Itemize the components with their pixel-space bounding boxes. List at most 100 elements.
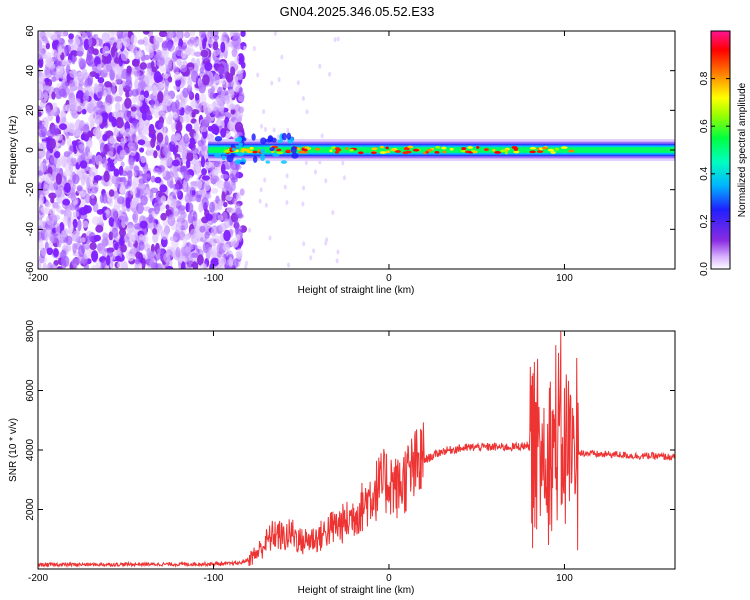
spectrogram-band-peak <box>291 152 299 159</box>
spectrogram-band-peak <box>280 160 287 164</box>
spectrogram-noise-cell <box>75 102 84 112</box>
spectrogram-noise-cell <box>38 111 42 117</box>
spectrogram-noise-cell <box>335 258 339 264</box>
spectrogram-noise-cell <box>78 245 85 258</box>
spectrogram-noise-cell <box>238 87 243 93</box>
spectrogram-noise-cell <box>336 249 340 255</box>
spectrogram-noise-cell <box>198 104 203 113</box>
spectrogram-noise-cell <box>102 156 107 168</box>
spectrogram-noise-cell <box>137 139 146 146</box>
spectrogram-noise-cell <box>243 45 247 51</box>
spectrogram-band-peak <box>231 147 237 152</box>
spectrogram-noise-cell <box>145 256 154 267</box>
spectrogram-noise-cell <box>87 74 94 87</box>
spectrogram-noise-cell <box>205 213 213 221</box>
spectrogram-band-peak <box>555 147 560 151</box>
spectrogram-noise-cell <box>83 38 90 51</box>
spectrogram-noise-cell <box>44 77 50 83</box>
spectrogram-noise-cell <box>230 66 236 77</box>
spectrogram-noise-cell <box>50 197 55 204</box>
spectrogram-noise-cell <box>185 263 192 269</box>
spectrogram-noise-cell <box>72 174 80 185</box>
spectrogram-noise-cell <box>86 48 93 60</box>
spectrogram-noise-cell <box>225 73 234 83</box>
spectrogram-noise-cell <box>220 77 226 85</box>
spectrogram-noise-cell <box>213 125 220 136</box>
spectrogram-band-peak <box>513 148 518 151</box>
spectrogram-noise-cell <box>94 114 103 126</box>
spectrogram-noise-cell <box>280 54 284 60</box>
spectrogram-noise-cell <box>312 248 316 254</box>
spectrogram-noise-cell <box>331 210 335 216</box>
spectrogram-noise-cell <box>201 197 209 210</box>
spectrogram-noise-cell <box>183 133 189 144</box>
spectrogram-noise-cell <box>181 149 187 160</box>
spectrogram-noise-cell <box>148 213 153 224</box>
spectrogram-noise-cell <box>202 38 207 50</box>
spectrogram-noise-cell <box>78 57 85 68</box>
spectrogram-noise-cell <box>49 138 57 150</box>
spectrogram-noise-cell <box>188 184 197 191</box>
spectrogram-noise-cell <box>130 34 138 45</box>
colorbar-label: Normalized spectral amplitude <box>737 82 748 217</box>
spectrogram-noise-cell <box>124 128 132 137</box>
spectrogram-noise-cell <box>43 85 52 91</box>
spectrogram-noise-cell <box>102 45 110 57</box>
spectrogram-band-peak <box>252 150 258 154</box>
spectrogram-noise-cell <box>55 133 63 141</box>
spectrogram-noise-cell <box>171 111 178 119</box>
spectrogram-band-peak <box>306 147 311 150</box>
spectrogram-noise-cell <box>158 110 167 117</box>
spectrogram-noise-cell <box>205 31 211 40</box>
spectrogram-noise-cell <box>197 188 207 195</box>
spectrogram-noise-cell <box>200 155 206 168</box>
spectrogram-band-peak <box>285 149 291 153</box>
spectrogram-noise-cell <box>92 182 99 194</box>
spectrogram-band-peak <box>226 154 234 163</box>
spectrogram-y-tick-label: 60 <box>25 25 36 37</box>
spectrogram-noise-cell <box>209 263 214 269</box>
spectrogram-noise-cell <box>90 199 97 206</box>
spectrogram-noise-cell <box>157 90 164 103</box>
spectrogram-noise-cell <box>38 53 41 59</box>
spectrogram-noise-cell <box>40 206 48 214</box>
spectrogram-noise-cell <box>160 195 167 204</box>
spectrogram-noise-cell <box>175 78 181 87</box>
spectrogram-noise-cell <box>220 173 229 180</box>
spectrogram-noise-cell <box>189 31 196 37</box>
spectrogram-noise-cell <box>154 203 160 215</box>
spectrogram-noise-cell <box>124 97 132 109</box>
spectrogram-noise-cell <box>120 137 128 144</box>
spectrogram-noise-cell <box>172 66 180 74</box>
spectrogram-noise-cell <box>209 92 216 100</box>
spectrogram-noise-cell <box>44 66 50 76</box>
spectrogram-noise-cell <box>116 66 123 77</box>
spectrogram-noise-cell <box>40 146 46 158</box>
spectrogram-band-peak <box>345 147 349 150</box>
spectrogram-noise-cell <box>201 56 209 62</box>
spectrogram-noise-cell <box>77 254 85 264</box>
spectrogram-noise-cell <box>81 68 88 78</box>
spectrogram-noise-cell <box>201 143 207 152</box>
spectrogram-noise-cell <box>123 110 132 122</box>
spectrogram-noise-cell <box>101 112 109 118</box>
spectrogram-band-peak <box>223 150 231 153</box>
spectrogram-noise-cell <box>215 94 224 104</box>
spectrogram-noise-cell <box>163 142 171 154</box>
spectrogram-noise-cell <box>232 198 237 205</box>
spectrogram-noise-cell <box>167 60 173 73</box>
spectrogram-noise-cell <box>210 85 216 94</box>
spectrogram-noise-cell <box>113 128 120 138</box>
spectrogram-noise-cell <box>65 63 71 76</box>
spectrogram-band-peak <box>412 148 420 152</box>
spectrogram-noise-cell <box>69 79 75 87</box>
spectrogram-noise-cell <box>194 92 200 101</box>
spectrogram-noise-cell <box>309 255 313 261</box>
spectrogram-noise-cell <box>84 243 90 250</box>
spectrogram-noise-cell <box>75 50 84 57</box>
spectrogram-noise-cell <box>69 222 74 234</box>
spectrogram-noise-cell <box>226 206 234 214</box>
spectrogram-noise-cell <box>154 40 159 52</box>
spectrogram-noise-cell <box>143 90 150 99</box>
spectrogram-noise-cell <box>129 157 134 170</box>
